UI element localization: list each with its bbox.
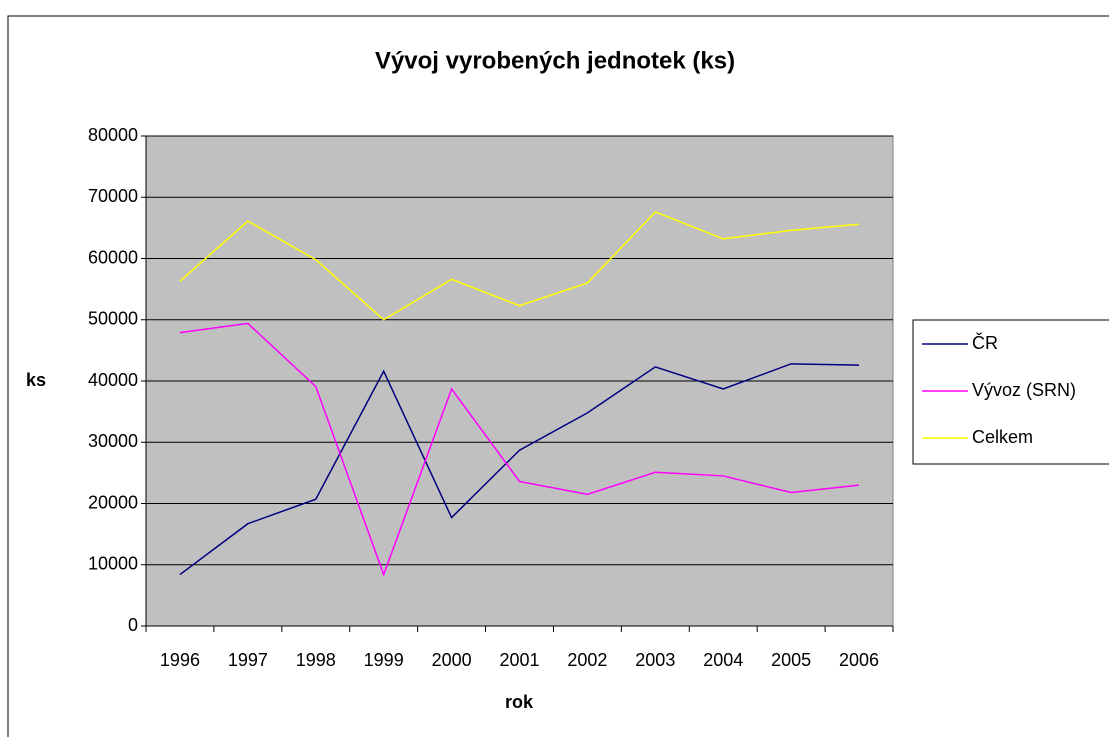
y-tick-label: 30000 <box>88 431 138 451</box>
y-tick-label: 50000 <box>88 309 138 329</box>
x-tick-label: 1998 <box>296 650 336 670</box>
x-tick-label: 2001 <box>499 650 539 670</box>
x-tick-label: 2003 <box>635 650 675 670</box>
x-tick-label: 2005 <box>771 650 811 670</box>
x-axis-label: rok <box>505 692 534 712</box>
x-tick-label: 2004 <box>703 650 743 670</box>
legend-label: Celkem <box>972 427 1033 447</box>
chart-title: Vývoj vyrobených jednotek (ks) <box>375 47 735 74</box>
x-tick-label: 2000 <box>432 650 472 670</box>
series-line <box>179 211 860 321</box>
y-tick-label: 0 <box>128 615 138 635</box>
legend-label: Vývoz (SRN) <box>972 380 1076 400</box>
y-axis-label: ks <box>26 370 46 390</box>
y-tick-label: 70000 <box>88 186 138 206</box>
legend-label: ČR <box>972 332 998 353</box>
y-tick-label: 10000 <box>88 554 138 574</box>
y-tick-label: 20000 <box>88 492 138 512</box>
series-line <box>179 322 860 577</box>
y-tick-label: 80000 <box>88 125 138 145</box>
x-tick-label: 2002 <box>567 650 607 670</box>
series-line <box>179 363 860 576</box>
x-tick-label: 1997 <box>228 650 268 670</box>
y-tick-label: 40000 <box>88 370 138 390</box>
y-tick-label: 60000 <box>88 247 138 267</box>
x-tick-label: 1996 <box>160 650 200 670</box>
x-tick-label: 2006 <box>839 650 879 670</box>
x-tick-label: 1999 <box>364 650 404 670</box>
